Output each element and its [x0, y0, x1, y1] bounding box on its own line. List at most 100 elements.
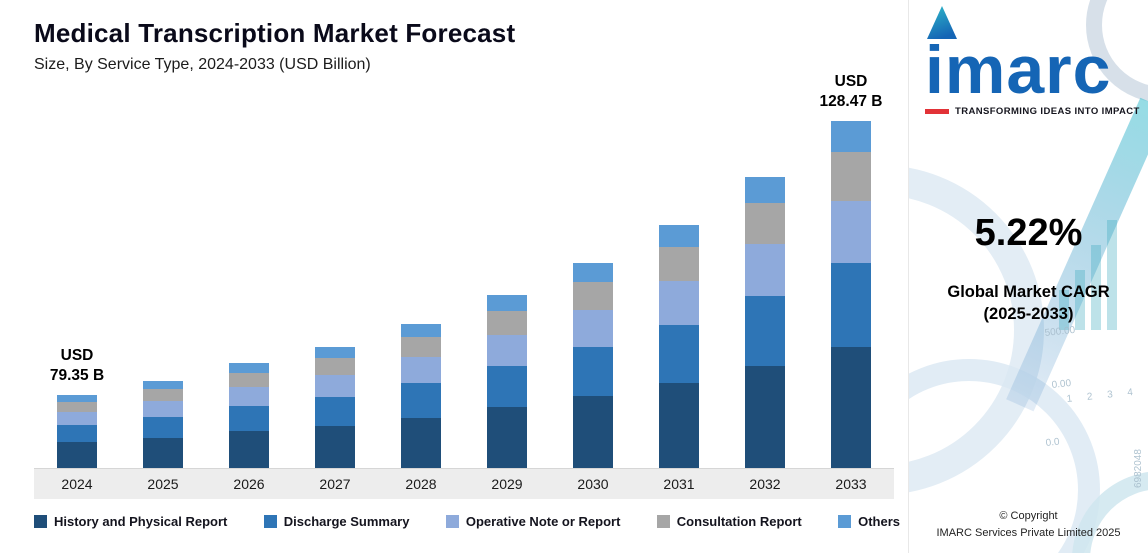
bar-segment: [487, 310, 527, 335]
stacked-bar: [315, 347, 355, 468]
stacked-bar: [659, 225, 699, 468]
bar-segment: [659, 280, 699, 325]
logo-triangle-icon: [927, 6, 957, 39]
cagr-value: 5.22%: [974, 211, 1083, 254]
bar-column-2029: [464, 98, 550, 468]
copyright-line: © Copyright: [999, 510, 1058, 522]
bar-segment: [487, 295, 527, 311]
bar-segment: [745, 366, 785, 468]
bar-segment: [573, 310, 613, 348]
bar-column-2033: [808, 98, 894, 468]
legend-swatch: [838, 515, 852, 528]
bar-segment: [659, 246, 699, 281]
bar-segment: [831, 263, 871, 347]
bar-segment: [659, 382, 699, 468]
plot-area: USD 79.35 B USD 128.47 B: [34, 73, 894, 468]
bar-segment: [57, 442, 97, 468]
legend-item: Operative Note or Report: [445, 514, 620, 529]
legend-label: Others: [858, 514, 900, 529]
legend: History and Physical Report Discharge Sum…: [34, 514, 900, 529]
decor-mini-bars: [1059, 220, 1117, 330]
legend-item: History and Physical Report: [34, 514, 227, 529]
bar-segment: [573, 396, 613, 468]
bar-segment: [831, 121, 871, 153]
bar-segment: [401, 357, 441, 384]
stacked-bar: [143, 380, 183, 468]
bar-segment: [831, 200, 871, 264]
bars-container: [34, 98, 894, 468]
decor-number: 0.00: [1051, 378, 1072, 391]
bar-segment: [315, 347, 355, 358]
annotation-line: 128.47 B: [819, 92, 883, 110]
decor-number: 6982048: [1133, 449, 1144, 488]
brand-panel-content: imarc TRANSFORMING IDEAS INTO IMPACT 5.2…: [909, 0, 1148, 553]
bar-segment: [745, 243, 785, 297]
bar-segment: [229, 431, 269, 468]
decor-circle: [1086, 0, 1148, 102]
stacked-bar: [401, 324, 441, 468]
bar-column-2031: [636, 98, 722, 468]
value-annotation-last: USD 128.47 B: [808, 72, 894, 111]
bar-segment: [229, 372, 269, 388]
x-axis-label: 2031: [663, 476, 695, 492]
legend-swatch: [263, 515, 277, 528]
bar-segment: [229, 387, 269, 407]
x-axis-label: 2033: [835, 476, 867, 492]
bar-segment: [401, 383, 441, 418]
copyright: © Copyright IMARC Services Private Limit…: [909, 508, 1148, 541]
bar-segment: [487, 365, 527, 408]
legend-item: Others: [838, 514, 900, 529]
bar-segment: [487, 407, 527, 468]
stacked-bar: [573, 263, 613, 468]
stacked-bar: [745, 177, 785, 468]
logo-tagline: TRANSFORMING IDEAS INTO IMPACT: [955, 105, 1140, 117]
bar-segment: [229, 363, 269, 373]
decor-circle: [909, 359, 1100, 553]
legend-item: Consultation Report: [656, 514, 802, 529]
chart-title: Medical Transcription Market Forecast: [34, 18, 516, 48]
bar-segment: [401, 336, 441, 358]
x-axis-label: 2024: [61, 476, 93, 492]
x-axis-label: 2029: [491, 476, 523, 492]
bar-segment: [573, 263, 613, 282]
decor-number: 0.0: [1045, 437, 1060, 449]
decorative-background: 500.00 0.00 1 2 3 4 6982048 0.0: [909, 0, 1148, 553]
bar-segment: [401, 417, 441, 468]
decor-teal-ribbon: [1006, 97, 1148, 412]
bar-column-2030: [550, 98, 636, 468]
bar-column-2028: [378, 98, 464, 468]
bar-segment: [315, 425, 355, 468]
legend-swatch: [34, 515, 47, 528]
x-axis-label: 2027: [319, 476, 351, 492]
bar-segment: [315, 374, 355, 397]
annotation-line: 79.35 B: [49, 366, 105, 384]
bar-segment: [57, 394, 97, 402]
decor-number: 500.00: [1044, 325, 1076, 339]
bar-segment: [659, 225, 699, 247]
bar-segment: [57, 424, 97, 443]
bar-segment: [57, 401, 97, 412]
stacked-bar: [831, 121, 871, 468]
bar-segment: [831, 152, 871, 201]
x-axis-label: 2025: [147, 476, 179, 492]
copyright-line: IMARC Services Private Limited 2025: [936, 526, 1121, 539]
bar-segment: [315, 396, 355, 426]
stacked-bar: [229, 363, 269, 468]
bar-segment: [315, 357, 355, 375]
logo-tagline-row: TRANSFORMING IDEAS INTO IMPACT: [925, 106, 1139, 117]
legend-label: History and Physical Report: [54, 514, 228, 529]
decor-circle: [909, 167, 1044, 493]
bar-segment: [659, 324, 699, 383]
bar-column-2026: [206, 98, 292, 468]
bar-segment: [57, 411, 97, 425]
bar-segment: [143, 437, 183, 468]
bar-segment: [487, 334, 527, 366]
legend-label: Discharge Summary: [283, 514, 410, 529]
logo-wordmark: imarc: [925, 32, 1112, 108]
x-axis-label: 2030: [577, 476, 609, 492]
stacked-bar: [487, 295, 527, 468]
legend-swatch: [445, 515, 459, 528]
bar-column-2024: [34, 98, 120, 468]
x-axis: 2024 2025 2026 2027 2028 2029 2030 2031 2032 2033: [34, 468, 894, 499]
